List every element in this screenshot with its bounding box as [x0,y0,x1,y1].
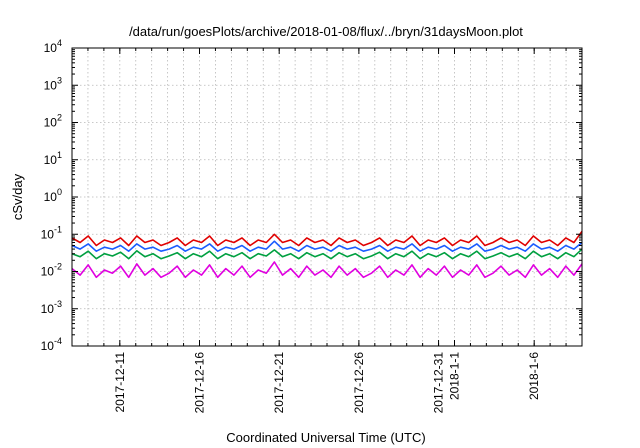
x-axis: 2017-12-11 2017-12-16 2017-12-21 2017-12-26… [71,48,583,414]
x-tick-label: 2017-12-21 [272,352,286,414]
y-tick-label: 103 [44,75,62,92]
y-tick-label: 102 [44,113,62,130]
grid-lines [72,48,582,346]
series-line-3 [71,240,583,252]
y-tick-label: 100 [44,187,62,204]
x-tick-label: 2017-12-11 [113,352,127,413]
series-line-1 [71,230,583,247]
y-tick-label: 10-3 [41,299,62,316]
series-line-2 [71,248,583,260]
y-tick-label: 10-4 [41,336,62,353]
x-tick-label: 2017-12-31 [432,352,446,414]
y-axis: 10-4 10-3 10-2 10-1 100 101 102 103 104 [41,38,582,353]
y-axis-label: cSv/day [10,173,25,220]
x-axis-label: Coordinated Universal Time (UTC) [226,430,425,445]
x-tick-label: 2017-12-16 [193,352,207,414]
y-tick-label: 10-1 [41,224,62,241]
y-tick-label: 101 [44,150,62,167]
series-layer [71,230,583,279]
x-tick-label: 2017-12-26 [352,352,366,414]
y-tick-label: 104 [44,38,62,55]
y-tick-label: 10-2 [41,262,62,279]
series-line-4 [71,261,583,279]
x-tick-label: 2018-1-1 [448,352,462,400]
chart-title: /data/run/goesPlots/archive/2018-01-08/f… [129,24,523,39]
x-tick-label: 2018-1-6 [527,352,541,400]
